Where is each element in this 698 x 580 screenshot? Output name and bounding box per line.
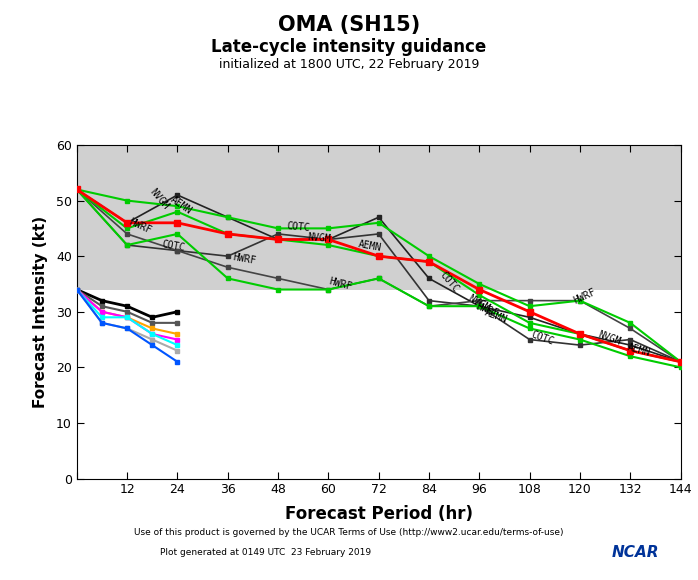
Text: HWRF: HWRF bbox=[328, 276, 354, 292]
Text: NVGM: NVGM bbox=[148, 187, 171, 211]
Text: HWRF: HWRF bbox=[127, 217, 153, 236]
Y-axis label: Forecast Intensity (kt): Forecast Intensity (kt) bbox=[33, 216, 47, 408]
Text: OMA (SH15): OMA (SH15) bbox=[278, 14, 420, 34]
Text: Plot generated at 0149 UTC  23 February 2019: Plot generated at 0149 UTC 23 February 2… bbox=[160, 548, 371, 557]
Text: COTC: COTC bbox=[438, 270, 460, 294]
Text: NVGM: NVGM bbox=[307, 232, 332, 244]
Bar bbox=[77, 89, 681, 289]
Text: AEMN: AEMN bbox=[484, 307, 509, 325]
Text: AEMN: AEMN bbox=[169, 195, 194, 216]
Text: NCAR: NCAR bbox=[611, 545, 659, 560]
Text: HWRF: HWRF bbox=[475, 302, 500, 320]
Text: Late-cycle intensity guidance: Late-cycle intensity guidance bbox=[211, 38, 487, 56]
Text: initialized at 1800 UTC, 22 February 2019: initialized at 1800 UTC, 22 February 201… bbox=[218, 58, 480, 71]
Text: AEMN: AEMN bbox=[357, 239, 383, 253]
Text: COTC: COTC bbox=[286, 221, 311, 233]
Text: NVGM: NVGM bbox=[597, 329, 622, 347]
Text: NVGM: NVGM bbox=[467, 293, 492, 314]
X-axis label: Forecast Period (hr): Forecast Period (hr) bbox=[285, 505, 473, 523]
Text: Use of this product is governed by the UCAR Terms of Use (http://www2.ucar.edu/t: Use of this product is governed by the U… bbox=[134, 528, 564, 537]
Text: COTC: COTC bbox=[161, 239, 186, 253]
Text: COTC: COTC bbox=[530, 329, 555, 347]
Text: HWRF: HWRF bbox=[232, 252, 257, 266]
Text: HWRF: HWRF bbox=[572, 287, 597, 306]
Text: AEMN: AEMN bbox=[626, 342, 651, 358]
